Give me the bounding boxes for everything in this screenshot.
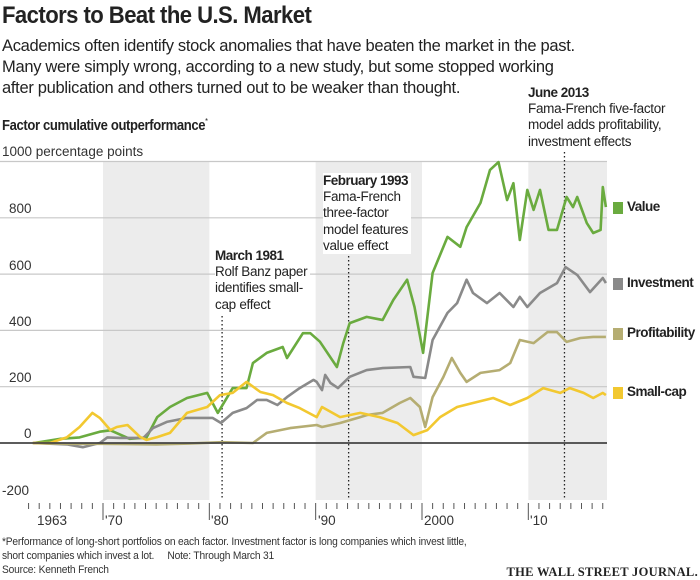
subtitle-line: after publication and others turned out … — [2, 79, 461, 97]
legend-swatch-value — [613, 202, 623, 214]
annotation-heading: March 1981 — [215, 248, 284, 263]
series-line-investment — [32, 265, 608, 449]
annotation-march-1981: March 1981 Rolf Banz paper identifies sm… — [215, 248, 311, 313]
legend-swatch-investment — [613, 278, 623, 290]
x-tick-label: 1963 — [37, 513, 68, 528]
x-tick-label: 2000 — [424, 513, 455, 528]
series-line-small-cap — [32, 380, 607, 445]
annotation-line: Rolf Banz paper — [215, 264, 308, 280]
chart-title: Factors to Beat the U.S. Market — [2, 2, 312, 29]
legend-label-profitability: Profitability — [627, 325, 695, 340]
y-tick-label: 200 — [9, 370, 32, 385]
series-line-value — [33, 160, 608, 445]
y-tick-label: 800 — [9, 201, 32, 216]
annotation-february-1993: February 1993 Fama-French three-factor m… — [323, 173, 412, 255]
y-tick-label: 1000 percentage points — [2, 144, 144, 159]
y-tick-label: -200 — [2, 483, 30, 498]
legend-label-small-cap: Small-cap — [627, 384, 687, 399]
source-line: Source: Kenneth French — [2, 564, 109, 576]
y-tick-label: 600 — [9, 258, 32, 273]
annotation-heading: June 2013 — [528, 85, 589, 100]
annotation-june-2013: June 2013 Fama-French five-factor model … — [528, 85, 669, 150]
legend-label-investment: Investment — [627, 275, 694, 290]
footnote-line: *Performance of long-short portfolios on… — [2, 536, 467, 548]
y-tick-label: 0 — [24, 426, 32, 441]
chart-subhead: Factor cumulative outperformance* — [2, 117, 208, 134]
annotation-line: investment effects — [528, 133, 632, 149]
footnote-marker: * — [205, 117, 208, 126]
subtitle-line: Many were simply wrong, according to a n… — [2, 58, 554, 76]
footnote-line: short companies which invest a lot. Note… — [2, 550, 275, 562]
annotation-line: value effect — [323, 237, 389, 253]
annotation-line: model adds profitability, — [528, 117, 662, 133]
x-tick-label: '80 — [211, 513, 229, 528]
y-tick-label: 400 — [9, 314, 32, 329]
x-tick-label: '90 — [318, 513, 336, 528]
legend-swatch-small-cap — [613, 387, 623, 399]
annotation-line: cap effect — [215, 296, 271, 312]
annotation-line: identifies small- — [215, 280, 303, 296]
annotation-line: model features — [323, 221, 409, 237]
legend-swatch-profitability — [613, 328, 623, 340]
x-tick-label: '10 — [530, 513, 548, 528]
annotation-line: three-factor — [323, 205, 389, 221]
wsj-logo: THE WALL STREET JOURNAL. — [506, 565, 698, 579]
annotation-heading: February 1993 — [323, 173, 409, 188]
x-tick-label: '70 — [105, 513, 123, 528]
annotation-line: Fama-French five-factor — [528, 101, 666, 117]
legend-label-value: Value — [627, 199, 660, 214]
annotation-line: Fama-French — [323, 189, 401, 205]
subtitle-line: Academics often identify stock anomalies… — [2, 37, 575, 55]
chart-subhead-text: Factor cumulative outperformance — [2, 117, 206, 134]
